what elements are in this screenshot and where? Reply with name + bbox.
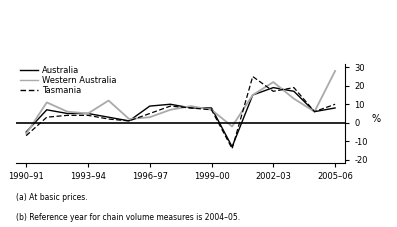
Australia <box>251 94 255 96</box>
Western Australia <box>271 81 276 83</box>
Australia <box>271 86 276 89</box>
Western Australia <box>291 97 296 100</box>
Western Australia <box>312 110 317 113</box>
Tasmania <box>24 134 29 137</box>
Western Australia <box>24 133 29 135</box>
Australia <box>86 112 91 115</box>
Tasmania <box>230 147 235 150</box>
Tasmania <box>127 120 131 122</box>
Line: Tasmania: Tasmania <box>26 76 335 149</box>
Western Australia <box>65 110 70 113</box>
Tasmania <box>106 118 111 120</box>
Western Australia <box>209 109 214 111</box>
Australia <box>127 120 131 122</box>
Australia <box>209 107 214 109</box>
Western Australia <box>230 125 235 128</box>
Tasmania <box>147 112 152 115</box>
Western Australia <box>127 118 131 120</box>
Text: (a) At basic prices.: (a) At basic prices. <box>16 193 87 202</box>
Australia <box>24 131 29 133</box>
Legend: Australia, Western Australia, Tasmania: Australia, Western Australia, Tasmania <box>20 66 116 95</box>
Australia <box>189 107 193 109</box>
Western Australia <box>106 99 111 102</box>
Tasmania <box>168 105 173 107</box>
Tasmania <box>65 114 70 117</box>
Australia <box>312 110 317 113</box>
Western Australia <box>251 94 255 96</box>
Line: Australia: Australia <box>26 88 335 147</box>
Tasmania <box>251 75 255 78</box>
Tasmania <box>333 103 337 106</box>
Western Australia <box>333 70 337 72</box>
Australia <box>230 146 235 148</box>
Text: (b) Reference year for chain volume measures is 2004–05.: (b) Reference year for chain volume meas… <box>16 213 240 222</box>
Tasmania <box>86 114 91 117</box>
Australia <box>44 109 49 111</box>
Western Australia <box>44 101 49 104</box>
Western Australia <box>147 116 152 118</box>
Tasmania <box>189 107 193 109</box>
Line: Western Australia: Western Australia <box>26 71 335 134</box>
Tasmania <box>291 86 296 89</box>
Tasmania <box>209 109 214 111</box>
Tasmania <box>271 90 276 93</box>
Tasmania <box>44 116 49 118</box>
Australia <box>65 112 70 115</box>
Western Australia <box>189 105 193 107</box>
Western Australia <box>168 109 173 111</box>
Tasmania <box>312 110 317 113</box>
Australia <box>333 107 337 109</box>
Y-axis label: %: % <box>372 114 381 123</box>
Western Australia <box>86 112 91 115</box>
Australia <box>291 90 296 93</box>
Australia <box>147 105 152 107</box>
Australia <box>168 103 173 106</box>
Australia <box>106 116 111 118</box>
